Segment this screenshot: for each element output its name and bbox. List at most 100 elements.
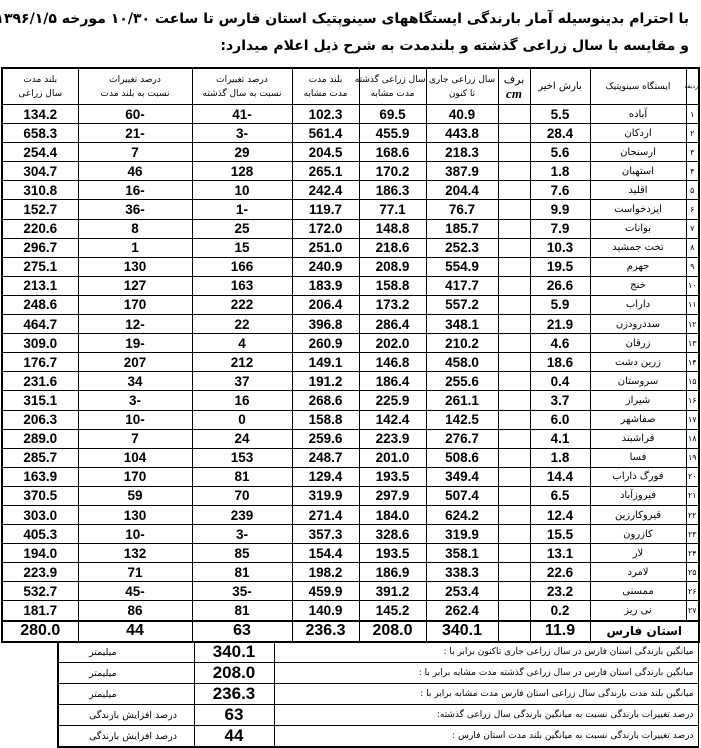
change-vs-last-year-cell: 25 [191,218,293,239]
recent-rainfall-cell: 1.8 [529,447,591,468]
last-year-cell: 193.5 [358,543,427,564]
station-name-cell: فراشبند [589,428,687,449]
change-vs-longterm-cell: -16 [77,180,193,201]
last-year-cell: 193.5 [358,466,427,487]
last-year-cell: 208.9 [358,256,427,277]
header-longterm-top: بلند مدت [308,74,343,85]
recent-rainfall-cell: 4.1 [529,428,591,449]
current-year-cell: 255.6 [425,371,499,392]
recent-rainfall-cell: 14.4 [529,466,591,487]
change-vs-last-year-cell: 70 [191,485,293,506]
summary-row: درصد تغییرات بارندگی نسبت به میانگین بلن… [57,725,699,748]
station-name-cell: بوانات [589,218,687,239]
change-vs-longterm-cell: 46 [77,161,193,182]
row-number-cell: ۴ [685,161,700,182]
table-row: ۲۲ قیروکارزین 12.4 624.2 184.0 271.4 239 130 303… [1,504,700,526]
last-year-cell: 158.8 [358,275,427,296]
header-snow-label: برف [503,72,525,86]
longterm-period-cell: 259.6 [291,428,360,449]
change-vs-longterm-cell: -60 [77,103,193,125]
change-vs-longterm-cell: 207 [77,352,193,373]
longterm-period-cell: 140.9 [291,600,360,622]
change-vs-longterm-cell: 170 [77,466,193,487]
change-vs-longterm-cell: 132 [77,543,193,564]
station-name-cell: لار [589,543,687,564]
snow-cell [497,447,531,468]
table-row: ۱۷ صفاشهر 6.0 142.5 142.4 158.8 0 -10 206.3 [1,409,700,430]
recent-rainfall-cell: 7.6 [529,180,591,201]
total-longterm-period-cell: 236.3 [291,619,360,643]
header-recent: بارش اخیر [529,67,591,105]
station-name-cell: نی ریز [589,600,687,622]
station-name-cell: آباده [589,103,687,125]
longterm-year-cell: 370.5 [1,485,79,506]
last-year-cell: 184.0 [358,504,427,526]
header-longterm-bottom: مدت مشابه [303,88,348,99]
total-longterm-year-cell: 280.0 [1,619,79,643]
last-year-cell: 202.0 [358,333,427,354]
table-row: ۲۶ ممسنی 23.2 253.4 391.2 459.9 -35 -45 532.7 [1,581,700,602]
longterm-year-cell: 296.7 [1,237,79,258]
last-year-cell: 391.2 [358,581,427,602]
last-year-cell: 186.4 [358,371,427,392]
snow-cell [497,524,531,545]
recent-rainfall-cell: 1.8 [529,161,591,182]
snow-cell [497,371,531,392]
last-year-cell: 186.3 [358,180,427,201]
header-longyear-bottom: سال زراعی [18,88,63,99]
summary-unit: میلیمتر [57,662,195,684]
snow-cell [497,218,531,239]
recent-rainfall-cell: 13.1 [529,543,591,564]
change-vs-longterm-cell: 104 [77,447,193,468]
summary-value: 340.1 [193,641,275,663]
table-row: ۶ ایزدخواست 9.9 76.7 77.1 119.7 -1 -36 152.7 [1,199,700,220]
row-number-cell: ۳ [685,142,700,163]
header-snow-unit: cm [506,85,522,101]
header-change-last: درصد تغییرات نسبت به سال گذشته [191,67,293,105]
change-vs-last-year-cell: 16 [191,390,293,411]
header-row-number: ردیف [685,67,700,105]
change-vs-longterm-cell: 1 [77,237,193,258]
row-number-cell: ۱۹ [685,447,700,468]
summary-row: میانگین بلند مدت بارندگی سال زراعی استان… [57,683,699,705]
station-name-cell: سددرودزن [589,314,687,335]
header-change-long-top: درصد تغییرات [109,74,161,85]
change-vs-longterm-cell: 34 [77,371,193,392]
recent-rainfall-cell: 18.6 [529,352,591,373]
table-row: ۱۸ فراشبند 4.1 276.7 223.9 259.6 24 7 289.0 [1,428,700,449]
row-number-cell: ۱۶ [685,390,700,411]
last-year-cell: 297.9 [358,485,427,506]
header-row: ردیف ایستگاه سینوپتیک بارش اخیر برف cm سا… [1,67,700,105]
longterm-year-cell: 532.7 [1,581,79,602]
current-year-cell: 253.4 [425,581,499,602]
current-year-cell: 262.4 [425,600,499,622]
station-name-cell: تخت جمشید [589,237,687,258]
last-year-cell: 148.8 [358,218,427,239]
longterm-period-cell: 149.1 [291,352,360,373]
summary-value: 63 [193,704,275,726]
table-row: ۵ اقلید 7.6 204.4 186.3 242.4 10 -16 310.8 [1,180,700,201]
current-year-cell: 508.6 [425,447,499,468]
last-year-cell: 201.0 [358,447,427,468]
row-number-cell: ۱۱ [685,294,700,316]
longterm-year-cell: 464.7 [1,314,79,335]
total-last-year-cell: 208.0 [358,619,427,643]
total-snow-cell [497,619,531,643]
header-last-top: سال زراعی گذشته [354,74,426,85]
row-number-cell: ۲۱ [685,485,700,506]
snow-cell [497,161,531,182]
change-vs-last-year-cell: 163 [191,275,293,296]
longterm-period-cell: 198.2 [291,562,360,583]
total-change-vs-last-year-cell: 63 [191,619,293,643]
current-year-cell: 557.2 [425,294,499,316]
header-current: سال زراعی جاری تا کنون [425,67,499,105]
row-number-cell: ۷ [685,218,700,239]
table-row: ۹ جهرم 19.5 554.9 208.9 240.9 166 130 275.1 [1,256,700,277]
snow-cell [497,504,531,526]
table-row: ۱۵ سروستان 0.4 255.6 186.4 191.2 37 34 231.6 [1,371,700,392]
table-row: ۲ اردکان 28.4 443.8 455.9 561.4 -3 -21 658.3 [1,123,700,144]
station-name-cell: خنج [589,275,687,296]
row-number-cell: ۲۴ [685,543,700,564]
change-vs-last-year-cell: -41 [191,103,293,125]
longterm-period-cell: 271.4 [291,504,360,526]
